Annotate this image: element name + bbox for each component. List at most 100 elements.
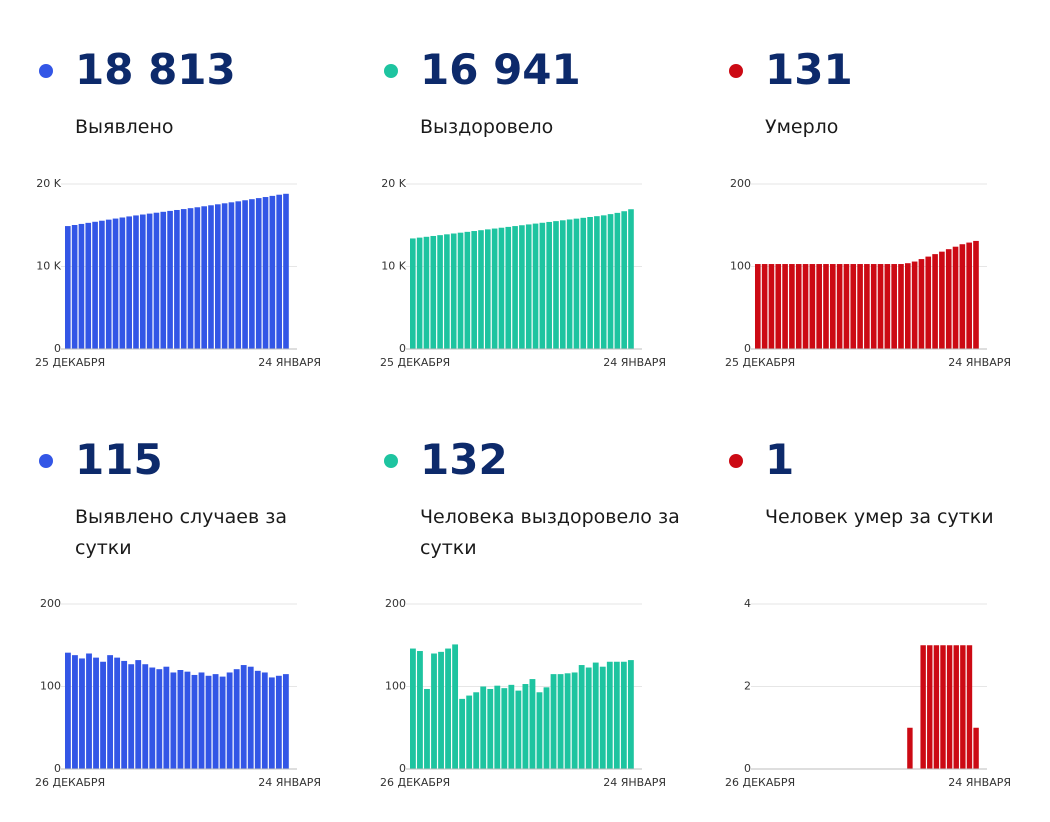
x-end-label: 24 ЯНВАРЯ bbox=[603, 356, 666, 369]
bar bbox=[283, 193, 289, 349]
bar bbox=[167, 210, 173, 349]
bar bbox=[242, 200, 248, 349]
bar bbox=[205, 675, 212, 769]
bar bbox=[768, 264, 775, 349]
bar bbox=[627, 660, 634, 769]
bar bbox=[927, 645, 933, 769]
bar bbox=[445, 648, 451, 769]
bar bbox=[112, 218, 119, 349]
stat-label: Выявлено случаев за сутки bbox=[75, 506, 287, 559]
bar bbox=[228, 202, 235, 349]
bar bbox=[65, 226, 71, 349]
panel-deaths-daily: 1 Человек умер за сутки 0 2 4 26 ДЕКАБРЯ 24 ЯН… bbox=[725, 432, 1025, 822]
bar bbox=[240, 665, 247, 769]
x-start-label: 26 ДЕКАБРЯ bbox=[35, 776, 105, 789]
bar bbox=[201, 206, 207, 349]
x-end-label: 24 ЯНВАРЯ bbox=[258, 356, 321, 369]
bar bbox=[262, 197, 269, 349]
y-tick-label: 2 bbox=[744, 680, 751, 693]
stat-label: Человек умер за сутки bbox=[765, 506, 994, 528]
bar bbox=[973, 727, 979, 769]
bar bbox=[939, 251, 945, 349]
bar bbox=[93, 657, 99, 769]
bar bbox=[457, 232, 464, 349]
bar bbox=[592, 662, 599, 769]
bar bbox=[464, 231, 471, 349]
bar bbox=[431, 653, 437, 769]
bar bbox=[933, 645, 940, 769]
legend-dot bbox=[729, 64, 743, 78]
legend-dot bbox=[384, 454, 398, 468]
panel-recovered-total: 16 941 Выздоровело 0 10 K 20 K 25 ДЕКАБРЯ 24 Я… bbox=[380, 42, 680, 432]
bar bbox=[187, 208, 194, 349]
bar bbox=[850, 264, 857, 349]
panel-detected-total: 18 813 Выявлено 0 10 K 20 K 25 ДЕКАБРЯ 24 ЯНВА… bbox=[35, 42, 335, 432]
bar bbox=[795, 264, 802, 349]
bar bbox=[417, 651, 423, 769]
bar-chart: 0 100 200 25 ДЕКАБРЯ 24 ЯНВАРЯ bbox=[725, 177, 1011, 369]
bar bbox=[501, 688, 508, 769]
y-tick-label: 0 bbox=[399, 342, 406, 355]
bar bbox=[940, 645, 946, 769]
bar bbox=[536, 692, 543, 769]
bar bbox=[755, 264, 761, 349]
bar bbox=[478, 230, 484, 349]
bar bbox=[163, 666, 170, 769]
bar bbox=[546, 221, 552, 349]
bar bbox=[600, 215, 607, 349]
bar bbox=[594, 216, 600, 349]
y-tick-label: 0 bbox=[54, 342, 61, 355]
bar bbox=[466, 695, 473, 769]
bar bbox=[268, 677, 275, 769]
bar bbox=[877, 264, 884, 349]
panel-deaths-total: 131 Умерло 0 100 200 25 ДЕКАБРЯ 24 ЯНВАРЯ bbox=[725, 42, 1025, 432]
y-tick-label: 10 K bbox=[381, 260, 406, 273]
bar bbox=[215, 204, 221, 349]
bar bbox=[587, 217, 593, 349]
bar bbox=[761, 264, 768, 349]
y-tick-label: 200 bbox=[730, 177, 751, 190]
y-tick-label: 0 bbox=[744, 762, 751, 775]
bar bbox=[620, 661, 627, 769]
stat-value: 1 bbox=[765, 435, 795, 484]
bar bbox=[585, 667, 592, 769]
bar bbox=[823, 264, 829, 349]
bar bbox=[491, 228, 498, 349]
bar bbox=[100, 661, 106, 769]
bar bbox=[952, 246, 959, 349]
bar bbox=[566, 219, 573, 349]
stat-label: Человека выздоровело за сутки bbox=[420, 506, 680, 559]
bar bbox=[966, 242, 972, 349]
stat-label: Выявлено bbox=[75, 116, 174, 138]
bar bbox=[254, 670, 261, 769]
bar bbox=[86, 653, 92, 769]
bar bbox=[269, 195, 276, 349]
bar bbox=[614, 212, 621, 349]
bar bbox=[233, 669, 240, 769]
bar-chart: 0 10 K 20 K 25 ДЕКАБРЯ 24 ЯНВАРЯ bbox=[380, 177, 666, 369]
y-tick-label: 200 bbox=[40, 597, 61, 610]
bar bbox=[905, 263, 911, 349]
bar bbox=[410, 648, 416, 769]
bar bbox=[498, 227, 505, 349]
bar bbox=[174, 209, 180, 349]
bar-chart: 0 10 K 20 K 25 ДЕКАБРЯ 24 ЯНВАРЯ bbox=[35, 177, 321, 369]
x-end-label: 24 ЯНВАРЯ bbox=[948, 356, 1011, 369]
bar bbox=[966, 645, 973, 769]
y-tick-label: 10 K bbox=[36, 260, 61, 273]
bar bbox=[512, 226, 518, 349]
bar bbox=[219, 676, 226, 769]
bar bbox=[153, 212, 160, 349]
bar bbox=[255, 198, 262, 349]
bar bbox=[560, 220, 566, 349]
bar bbox=[177, 670, 184, 769]
bar bbox=[450, 233, 457, 349]
bar bbox=[532, 223, 539, 349]
bar bbox=[891, 264, 897, 349]
stat-label: Умерло bbox=[765, 116, 839, 138]
bar bbox=[79, 658, 85, 769]
x-start-label: 25 ДЕКАБРЯ bbox=[380, 356, 450, 369]
bar bbox=[802, 264, 809, 349]
bar bbox=[180, 209, 187, 349]
stat-value: 131 bbox=[765, 45, 853, 94]
